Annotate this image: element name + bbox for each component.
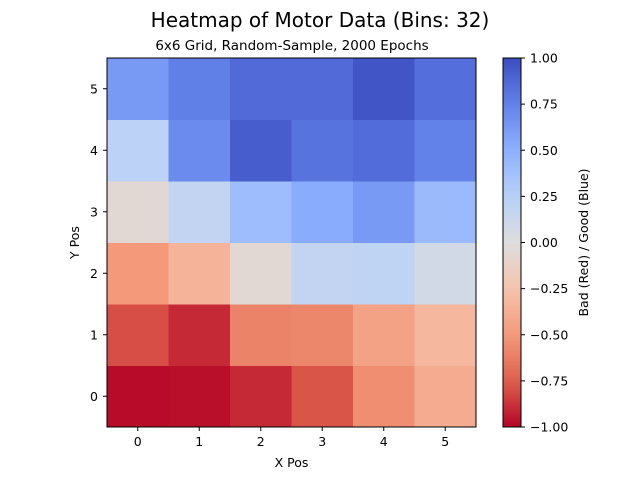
colorbar-tick-label: 0.25 [530,189,558,204]
y-axis-ticks: 0 1 2 3 4 5 [90,81,107,404]
heatmap-cell [107,181,169,243]
heatmap-cell [168,365,231,428]
colorbar-tick-label: −0.75 [530,373,568,388]
heatmap-cell [353,58,415,120]
y-tick-label: 0 [90,389,98,404]
x-axis-ticks: 0 1 2 3 4 5 [134,427,449,449]
heatmap-cell [414,304,477,366]
colorbar [502,57,522,428]
heatmap-cell [414,58,477,120]
x-tick-label: 3 [318,434,326,449]
chart-title: Heatmap of Motor Data (Bins: 32) [151,8,490,32]
heatmap-cells [107,58,477,428]
x-tick-label: 1 [195,434,203,449]
y-tick-label: 1 [90,327,98,342]
heatmap-cell [107,365,169,428]
heatmap-cell [230,58,292,120]
colorbar-tick-label: −0.50 [530,327,568,342]
x-tick-label: 5 [441,434,449,449]
colorbar-tick-label: 0.75 [530,97,558,112]
colorbar-tick-label: −0.25 [530,281,568,296]
plot-frame [106,57,477,428]
colorbar-ticks: −1.00 −0.75 −0.50 −0.25 0.00 0.25 0.50 0.75 1.00 [521,51,568,435]
x-tick-label: 4 [380,434,388,449]
heatmap-cell [353,119,415,182]
heatmap-cell [230,181,292,243]
heatmap-cell [291,242,354,305]
heatmap-cell [168,119,231,182]
heatmap-cell [414,181,477,243]
colorbar-label: Bad (Red) / Good (Blue) [576,168,591,316]
heatmap-cell [291,304,354,366]
x-tick-label: 0 [134,434,142,449]
heatmap-cell [291,119,354,182]
heatmap-cell [353,304,415,366]
heatmap-cell [353,181,415,243]
heatmap-cell [353,365,415,428]
heatmap-cell [230,365,292,428]
y-axis-label: Y Pos [67,226,82,260]
heatmap-cell [107,58,169,120]
colorbar-tick-label: −1.00 [530,420,568,435]
heatmap-cell [414,119,477,182]
heatmap-cell [168,58,231,120]
heatmap-cell [230,242,292,305]
heatmap-cell [291,58,354,120]
heatmap-cell [230,304,292,366]
heatmap-cell [168,181,231,243]
colorbar-tick-label: 0.00 [530,235,558,250]
colorbar-tick-label: 0.50 [530,143,558,158]
y-tick-label: 3 [90,204,98,219]
heatmap-cell [291,181,354,243]
heatmap-cell [291,365,354,428]
heatmap-cell [168,304,231,366]
heatmap-cell [107,119,169,182]
y-tick-label: 4 [90,143,98,158]
heatmap-cell [353,242,415,305]
heatmap-cell [414,365,477,428]
y-tick-label: 2 [90,266,98,281]
chart-subtitle: 6x6 Grid, Random-Sample, 2000 Epochs [155,38,428,54]
heatmap-cell [230,119,292,182]
x-tick-label: 2 [257,434,265,449]
heatmap-cell [414,242,477,305]
colorbar-tick-label: 1.00 [530,51,558,66]
heatmap-cell [168,242,231,305]
y-tick-label: 5 [90,81,98,96]
heatmap-cell [107,304,169,366]
x-axis-label: X Pos [275,455,309,470]
heatmap-cell [107,242,169,305]
